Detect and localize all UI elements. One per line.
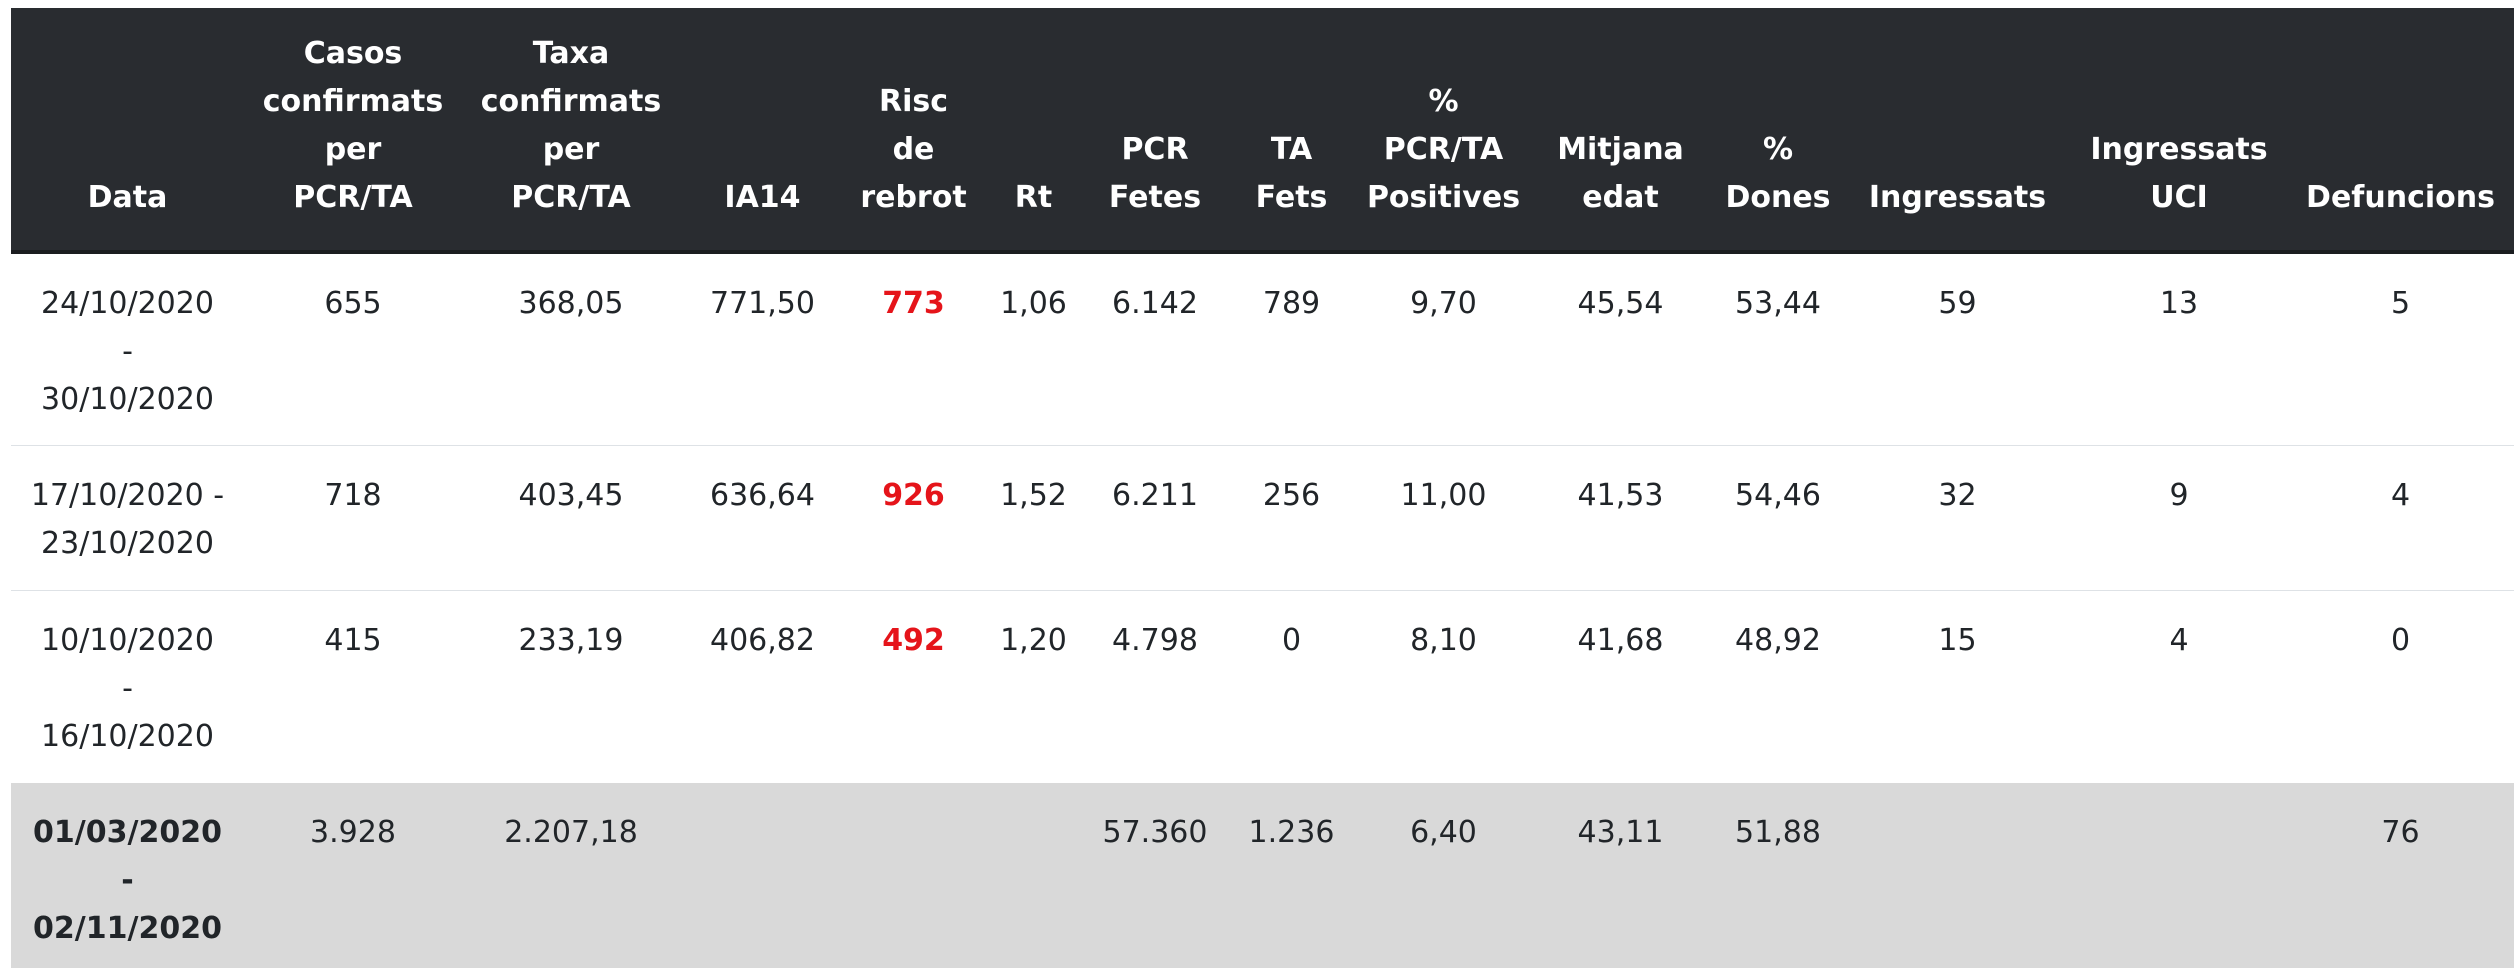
cell-taxa: 403,45 <box>462 444 680 590</box>
cell-defuncions: 5 <box>2287 251 2514 445</box>
header-row: Data Casos confirmats per PCR/TA Taxa co… <box>11 8 2514 254</box>
header-risc-rebrot[interactable]: Risc de rebrot <box>845 8 982 254</box>
cell-mitjana-edat: 43,11 <box>1577 815 1664 850</box>
cell-risc-rebrot: 492 <box>845 589 982 783</box>
cell-rt: 1,20 <box>982 589 1085 783</box>
table-row: 10/10/2020 - 16/10/2020 415 233,19 406,8… <box>11 589 2514 783</box>
cell-defuncions: 4 <box>2287 444 2514 590</box>
cell-pct-dones: 51,88 <box>1735 815 1821 850</box>
cell-pcr: 6.211 <box>1085 444 1225 590</box>
header-pct-positives[interactable]: % PCR/TA Positives <box>1358 8 1529 254</box>
cell-taxa: 233,19 <box>462 589 680 783</box>
header-mitjana-edat[interactable]: Mitjana edat <box>1529 8 1712 254</box>
cell-pct-dones: 48,92 <box>1712 589 1844 783</box>
cell-defuncions: 76 <box>2381 815 2420 850</box>
cell-ta: 256 <box>1225 444 1358 590</box>
cell-mitjana-edat: 45,54 <box>1529 251 1712 445</box>
header-defuncions[interactable]: Defuncions <box>2287 8 2514 254</box>
cell-pcr: 57.360 <box>1102 815 1208 850</box>
cell-uci: 9 <box>2071 444 2287 590</box>
cell-ia14 <box>680 783 845 968</box>
cell-ia14: 636,64 <box>680 444 845 590</box>
header-pct-dones[interactable]: % Dones <box>1712 8 1844 254</box>
covid-stats-table: Data Casos confirmats per PCR/TA Taxa co… <box>11 8 2514 968</box>
cell-pct-positives: 9,70 <box>1358 251 1529 445</box>
cell-mitjana-edat: 41,68 <box>1529 589 1712 783</box>
cell-uci <box>2071 783 2287 968</box>
cell-pct-dones: 54,46 <box>1712 444 1844 590</box>
cell-uci: 4 <box>2071 589 2287 783</box>
cell-ingressats: 32 <box>1844 444 2071 590</box>
table-row: 24/10/2020 - 30/10/2020 655 368,05 771,5… <box>11 251 2514 445</box>
header-casos-confirmats[interactable]: Casos confirmats per PCR/TA <box>244 8 462 254</box>
cell-casos: 718 <box>244 444 462 590</box>
cell-casos: 415 <box>244 589 462 783</box>
cell-pct-dones: 53,44 <box>1712 251 1844 445</box>
cell-ingressats: 15 <box>1844 589 2071 783</box>
cell-pcr: 6.142 <box>1085 251 1225 445</box>
cell-casos: 3.928 <box>310 815 396 850</box>
cell-ia14: 406,82 <box>680 589 845 783</box>
cell-risc-rebrot: 926 <box>845 444 982 590</box>
header-data[interactable]: Data <box>11 8 244 254</box>
cell-rt <box>982 783 1085 968</box>
cell-pct-positives: 8,10 <box>1358 589 1529 783</box>
cell-taxa: 2.207,18 <box>504 815 638 850</box>
header-rt[interactable]: Rt <box>982 8 1085 254</box>
table-row: 17/10/2020 - 23/10/2020 718 403,45 636,6… <box>11 444 2514 590</box>
cell-defuncions: 0 <box>2287 589 2514 783</box>
cell-ta: 1.236 <box>1248 815 1335 850</box>
cell-casos: 655 <box>244 251 462 445</box>
cell-pct-positives: 11,00 <box>1358 444 1529 590</box>
cell-ta: 789 <box>1225 251 1358 445</box>
cell-pcr: 4.798 <box>1085 589 1225 783</box>
header-ingressats[interactable]: Ingressats <box>1844 8 2071 254</box>
cell-pct-positives: 6,40 <box>1410 815 1477 850</box>
cell-ingressats: 59 <box>1844 251 2071 445</box>
header-ta-fets[interactable]: TA Fets <box>1225 8 1358 254</box>
cell-uci: 13 <box>2071 251 2287 445</box>
cell-ia14: 771,50 <box>680 251 845 445</box>
table-header: Data Casos confirmats per PCR/TA Taxa co… <box>11 8 2514 254</box>
total-row: 01/03/2020 - 02/11/2020 3.928 2.207,18 5… <box>11 783 2514 968</box>
cell-risc-rebrot <box>845 783 982 968</box>
cell-mitjana-edat: 41,53 <box>1529 444 1712 590</box>
header-ingressats-uci[interactable]: Ingressats UCI <box>2071 8 2287 254</box>
cell-rt: 1,52 <box>982 444 1085 590</box>
cell-taxa: 368,05 <box>462 251 680 445</box>
cell-date: 10/10/2020 - 16/10/2020 <box>11 589 244 783</box>
covid-stats-table-wrapper: Data Casos confirmats per PCR/TA Taxa co… <box>11 8 2514 968</box>
header-taxa-confirmats[interactable]: Taxa confirmats per PCR/TA <box>462 8 680 254</box>
cell-date: 01/03/2020 - 02/11/2020 <box>33 815 222 946</box>
cell-ta: 0 <box>1225 589 1358 783</box>
cell-date: 24/10/2020 - 30/10/2020 <box>11 251 244 445</box>
cell-date: 17/10/2020 - 23/10/2020 <box>11 444 244 590</box>
header-pcr-fetes[interactable]: PCR Fetes <box>1085 8 1225 254</box>
cell-ingressats <box>1844 783 2071 968</box>
cell-risc-rebrot: 773 <box>845 251 982 445</box>
cell-rt: 1,06 <box>982 251 1085 445</box>
table-body: 24/10/2020 - 30/10/2020 655 368,05 771,5… <box>11 251 2514 968</box>
header-ia14[interactable]: IA14 <box>680 8 845 254</box>
